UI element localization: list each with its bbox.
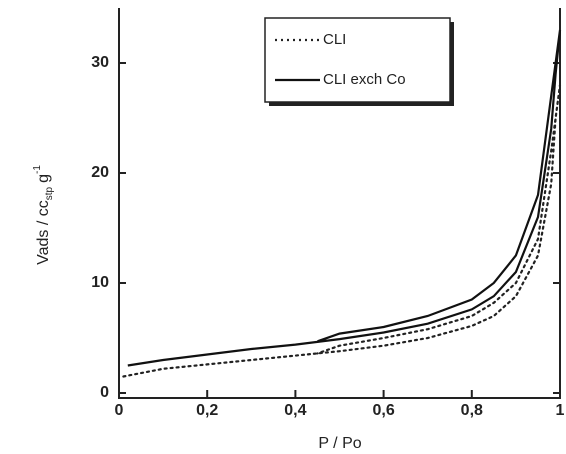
- x-tick-label: 0,4: [284, 402, 306, 419]
- y-tick-label: 20: [91, 164, 109, 181]
- legend-box: [264, 17, 451, 103]
- x-tick-label: 0,2: [196, 402, 218, 419]
- x-tick-label: 1: [556, 402, 565, 419]
- y-label-sup: -1: [32, 165, 43, 174]
- x-axis-label: P / Po: [318, 435, 361, 452]
- y-tick-label: 0: [100, 384, 109, 401]
- y-label-unit: g: [35, 174, 52, 183]
- y-tick-label: 10: [91, 274, 109, 291]
- legend-label: CLI exch Co: [323, 71, 406, 88]
- x-tick-label: 0,8: [461, 402, 483, 419]
- axis-frame: [118, 8, 561, 399]
- series-line: [127, 29, 562, 367]
- legend: CLI CLI exch Co: [264, 17, 454, 106]
- y-tick-label: 30: [91, 54, 109, 71]
- x-tick-label: 0: [115, 402, 124, 419]
- y-label-sub: stp: [44, 186, 55, 200]
- legend-label: CLI: [323, 31, 346, 48]
- y-axis-label: Vads / ccstp g-1: [32, 165, 55, 265]
- y-label-main: Vads / cc: [35, 200, 52, 265]
- x-tick-label: 0,6: [372, 402, 394, 419]
